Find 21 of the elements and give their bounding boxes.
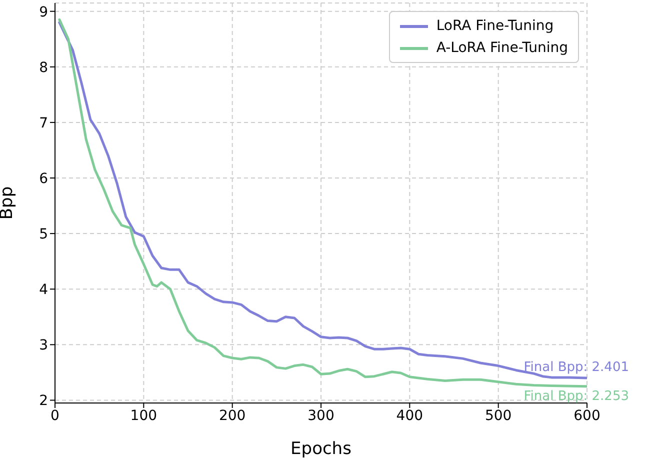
x-tick-label: 0 xyxy=(50,408,60,424)
x-tick-label: 200 xyxy=(218,408,246,424)
x-tick-label: 100 xyxy=(130,408,158,424)
y-tick-label: 7 xyxy=(39,115,48,132)
y-axis-title: Bpp xyxy=(0,186,18,220)
x-tick-label: 600 xyxy=(574,408,600,424)
x-axis-title: Epochs xyxy=(290,439,352,459)
y-tick-label: 8 xyxy=(39,60,48,76)
annotation: Final Bpp: 2.401 xyxy=(524,360,629,375)
legend-label: A-LoRA Fine-Tuning xyxy=(436,39,568,58)
x-tick-label: 500 xyxy=(484,408,512,424)
x-tick-label: 300 xyxy=(308,408,334,424)
y-tick-label: 9 xyxy=(39,4,48,20)
y-tick-label: 4 xyxy=(39,282,48,298)
x-tick-label: 400 xyxy=(396,408,424,424)
y-tick-label: 2 xyxy=(39,393,48,410)
legend-label: LoRA Fine-Tuning xyxy=(436,17,554,36)
annotation: Final Bpp: 2.253 xyxy=(524,389,629,404)
y-tick-label: 5 xyxy=(39,226,48,243)
y-tick-label: 3 xyxy=(39,338,48,354)
y-tick-label: 6 xyxy=(39,170,48,187)
